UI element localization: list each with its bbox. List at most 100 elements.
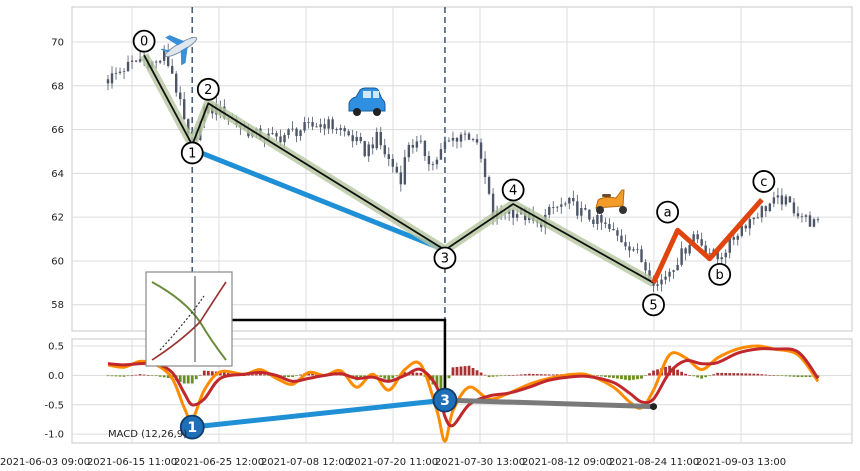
car-wheel	[353, 108, 361, 116]
airplane-tail	[160, 48, 171, 53]
airplane-icon	[160, 35, 198, 66]
inset-thumbnail	[145, 271, 233, 367]
impulse-wave-line	[143, 54, 654, 284]
macd-histogram-bar	[712, 374, 716, 376]
candle-body	[644, 262, 647, 271]
inset-curve	[159, 295, 205, 351]
candle-body	[780, 195, 784, 205]
macd-histogram-bar	[756, 373, 760, 376]
macd-histogram-bar	[604, 375, 607, 377]
candle-body	[744, 225, 747, 229]
wave-icons	[160, 35, 627, 214]
candle-body	[688, 244, 691, 254]
candle-body	[303, 122, 306, 131]
macd-histogram-bar	[154, 375, 158, 377]
candle-body	[580, 208, 583, 216]
candle-body	[347, 131, 350, 136]
macd-histogram-bar	[142, 374, 146, 376]
macd-histogram-bar	[403, 372, 407, 376]
macd-histogram-bar	[708, 375, 712, 377]
wave-label-circle	[433, 246, 457, 270]
car-icon	[348, 87, 386, 116]
candle-body	[339, 128, 342, 131]
macd-histogram-bar	[299, 374, 302, 376]
macd-histogram-bar	[776, 375, 780, 377]
macd-histogram-bar	[387, 375, 391, 381]
macd-histogram-bar	[226, 373, 230, 376]
macd-label: MACD (12,26,9)	[108, 429, 187, 440]
macd-histogram-bar	[471, 367, 475, 376]
macd-histogram-bar	[768, 375, 772, 376]
candle-body	[624, 242, 627, 247]
candle-body	[106, 79, 110, 84]
divergence-connector	[231, 318, 447, 390]
macd-histogram-bar	[130, 375, 134, 377]
candle-body	[327, 119, 330, 129]
macd-histogram-bar	[684, 373, 688, 376]
candle-body	[395, 166, 399, 173]
candle-body	[118, 71, 122, 73]
candle-body	[431, 164, 435, 166]
macd-histogram-bar	[535, 374, 539, 376]
x-tick-label: 2021-06-25 12:00	[174, 457, 264, 468]
candle-body	[166, 50, 170, 67]
macd-histogram-bar	[383, 375, 387, 379]
wave-label-circle	[501, 178, 525, 202]
macd-histogram-bar	[724, 372, 728, 376]
candle-body	[371, 144, 374, 149]
candle-body	[704, 245, 707, 254]
airplane-wing-top	[165, 35, 185, 46]
macd-histogram-bar	[311, 373, 314, 376]
candle-body	[656, 284, 659, 286]
macd-histogram-bar	[784, 375, 788, 377]
candle-body	[812, 219, 816, 227]
x-tick-label: 2021-06-15 11:00	[87, 457, 177, 468]
inset-curve	[151, 281, 227, 361]
candle-body	[560, 204, 563, 207]
macd-histogram-bar	[463, 366, 467, 376]
macd-histogram-bar	[246, 375, 250, 376]
candle-body	[584, 208, 587, 210]
macd-histogram-bar	[291, 375, 294, 378]
macd-histogram-bar	[636, 375, 639, 380]
candle-body	[130, 60, 134, 62]
candle-body	[640, 249, 643, 263]
candle-body	[676, 264, 679, 271]
candle-body	[471, 139, 475, 140]
macd-histogram-bar	[740, 373, 744, 376]
macd-histogram-bar	[664, 366, 667, 376]
macd-histogram-bar	[190, 375, 194, 384]
candle-body	[772, 197, 776, 204]
macd-histogram-bar	[696, 375, 700, 378]
candle-body	[491, 193, 495, 220]
candle-body	[748, 219, 752, 229]
candle-body	[680, 248, 683, 265]
price-y-tick-label: 64	[51, 169, 64, 180]
macd-histogram-bar	[804, 375, 808, 378]
macd-histogram-bar	[612, 375, 615, 379]
macd-histogram-bar	[808, 375, 812, 378]
candle-body	[295, 128, 298, 137]
macd-histogram-bar	[178, 375, 182, 382]
candle-body	[419, 140, 423, 142]
macd-histogram-bar	[499, 375, 503, 377]
macd-histogram-bar	[255, 374, 258, 376]
candle-body	[708, 252, 711, 254]
candle-body	[323, 124, 326, 129]
candle-body	[515, 214, 519, 218]
macd-y-axis: -1.0 -0.5 0.0 0.5	[44, 342, 64, 441]
candle-body	[407, 144, 411, 158]
macd-histogram-bar	[166, 375, 170, 379]
macd-histogram-bar	[487, 375, 491, 378]
macd-histogram-bar	[748, 373, 752, 376]
candle-body	[608, 223, 611, 229]
candle-body	[752, 217, 756, 220]
macd-histogram-bar	[447, 375, 451, 379]
candle-body	[668, 271, 671, 277]
macd-histogram-bar	[114, 375, 118, 377]
candle-body	[335, 129, 338, 131]
candle-body	[126, 61, 130, 72]
macd-histogram-bar	[251, 374, 254, 376]
candle-body	[720, 257, 723, 260]
macd-point-dot	[650, 403, 658, 411]
